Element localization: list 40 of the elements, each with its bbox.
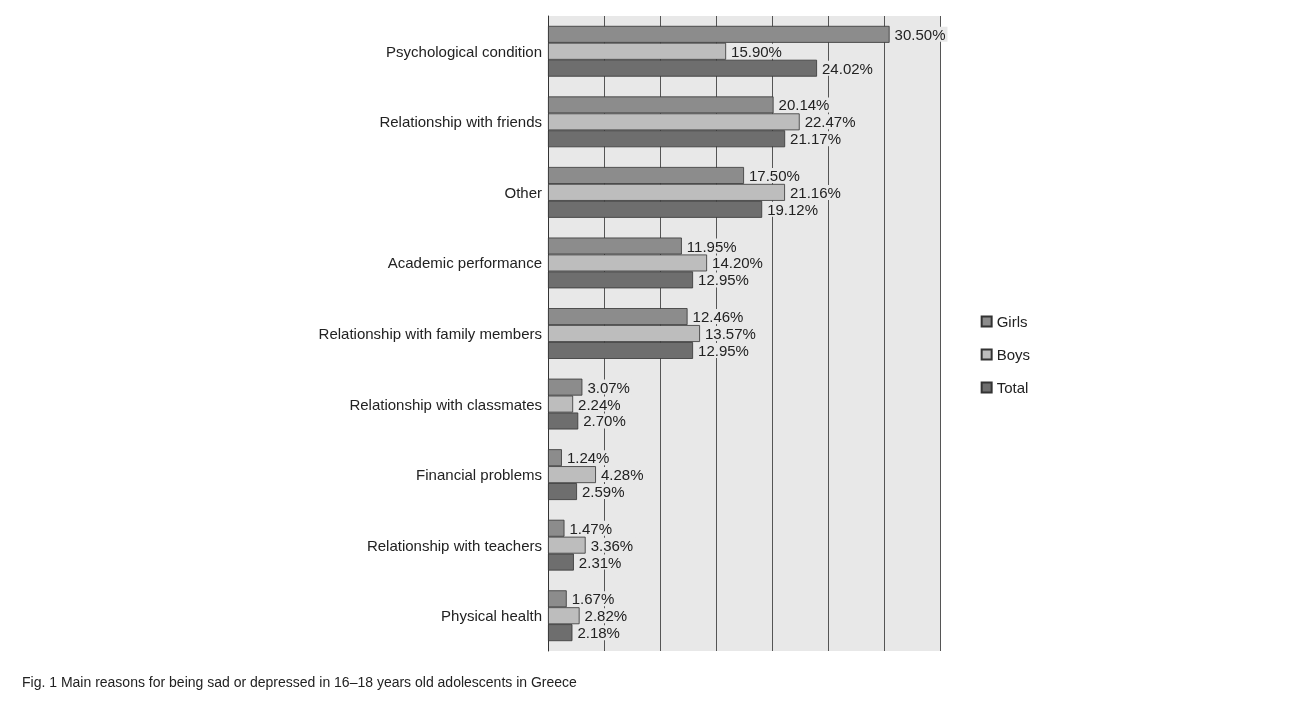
data-label: 3.07% bbox=[587, 378, 630, 396]
data-label: 13.57% bbox=[704, 325, 756, 342]
legend-label: Total bbox=[996, 379, 1029, 396]
data-label: 12.95% bbox=[698, 271, 749, 289]
data-label: 12.95% bbox=[698, 341, 749, 359]
y-tick-label: Relationship with classmates bbox=[349, 395, 542, 413]
y-tick-label: Psychological condition bbox=[386, 42, 542, 60]
data-label: 2.82% bbox=[584, 607, 628, 625]
data-label: 24.02% bbox=[822, 59, 873, 77]
legend-label: Boys bbox=[996, 346, 1031, 363]
data-label: 17.50% bbox=[749, 166, 800, 184]
caption: Fig. 1 Main reasons for being sad or depressed in 16–18 years old adolescents in Greece bbox=[22, 674, 578, 690]
data-label: 30.50% bbox=[894, 25, 946, 43]
data-label: 2.59% bbox=[582, 483, 625, 501]
data-label: 1.47% bbox=[569, 519, 613, 537]
data-label: 2.31% bbox=[578, 553, 622, 571]
data-label: 12.46% bbox=[692, 308, 744, 326]
data-label: 22.47% bbox=[804, 113, 856, 131]
data-label: 19.12% bbox=[767, 200, 819, 218]
y-tick-label: Relationship with friends bbox=[379, 113, 542, 131]
y-tick-label: Relationship with family members bbox=[318, 325, 542, 342]
data-label: 21.17% bbox=[790, 130, 841, 148]
data-label: 2.18% bbox=[577, 624, 620, 642]
data-label: 4.28% bbox=[600, 466, 644, 484]
data-label: 15.90% bbox=[731, 42, 782, 60]
y-tick-label: Relationship with teachers bbox=[366, 536, 542, 554]
data-label: 21.16% bbox=[789, 183, 841, 201]
data-label: 3.36% bbox=[590, 536, 634, 554]
data-label: 2.70% bbox=[583, 412, 626, 430]
legend-label: Girls bbox=[996, 313, 1028, 330]
data-label: 1.67% bbox=[571, 590, 615, 608]
data-label: 20.14% bbox=[778, 96, 830, 114]
data-label: 1.24% bbox=[566, 449, 610, 467]
y-tick-label: Other bbox=[504, 183, 542, 201]
y-tick-label: Financial problems bbox=[416, 466, 542, 484]
y-tick-label: Physical health bbox=[441, 607, 542, 625]
y-tick-label: Academic performance bbox=[387, 254, 542, 272]
data-label: 11.95% bbox=[686, 237, 737, 255]
data-label: 14.20% bbox=[712, 254, 763, 272]
data-label: 2.24% bbox=[578, 395, 621, 413]
